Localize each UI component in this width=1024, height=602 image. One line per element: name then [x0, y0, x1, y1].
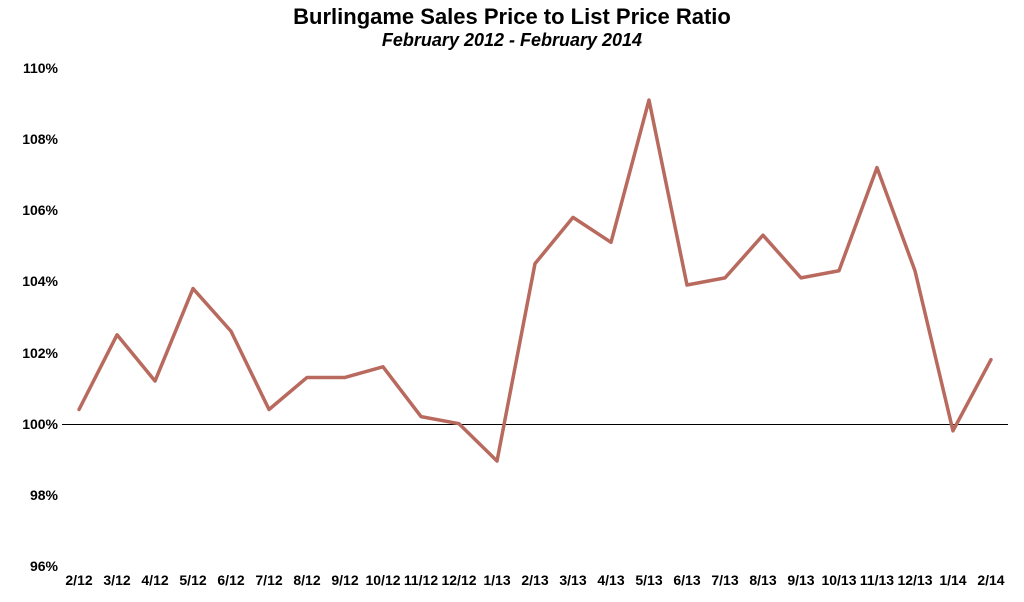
x-tick-label: 9/13 [787, 566, 814, 588]
price-ratio-line [79, 100, 991, 461]
x-tick-label: 3/12 [103, 566, 130, 588]
x-tick-label: 11/12 [404, 566, 438, 588]
y-tick-label: 104% [22, 273, 62, 289]
x-tick-label: 6/13 [673, 566, 700, 588]
x-tick-label: 3/13 [559, 566, 586, 588]
y-tick-label: 102% [22, 345, 62, 361]
y-tick-label: 106% [22, 202, 62, 218]
chart-subtitle: February 2012 - February 2014 [0, 30, 1024, 51]
x-tick-label: 5/13 [635, 566, 662, 588]
y-tick-label: 96% [30, 558, 62, 574]
x-tick-label: 7/12 [255, 566, 282, 588]
x-tick-label: 12/13 [897, 566, 932, 588]
x-tick-label: 4/13 [597, 566, 624, 588]
x-tick-label: 9/12 [331, 566, 358, 588]
x-tick-label: 4/12 [141, 566, 168, 588]
chart-title: Burlingame Sales Price to List Price Rat… [0, 0, 1024, 30]
line-series [62, 68, 1008, 566]
x-tick-label: 2/14 [977, 566, 1004, 588]
x-tick-label: 8/13 [749, 566, 776, 588]
x-tick-label: 2/12 [65, 566, 92, 588]
plot-area: 96%98%100%102%104%106%108%110%2/123/124/… [62, 68, 1008, 566]
x-tick-label: 7/13 [711, 566, 738, 588]
y-tick-label: 98% [30, 487, 62, 503]
x-tick-label: 5/12 [179, 566, 206, 588]
y-tick-label: 100% [22, 416, 62, 432]
x-tick-label: 10/12 [365, 566, 400, 588]
x-tick-label: 10/13 [821, 566, 856, 588]
x-tick-label: 11/13 [860, 566, 894, 588]
x-tick-label: 12/12 [441, 566, 476, 588]
x-tick-label: 1/14 [939, 566, 966, 588]
x-tick-label: 1/13 [483, 566, 510, 588]
y-tick-label: 110% [23, 60, 62, 76]
x-tick-label: 8/12 [293, 566, 320, 588]
x-tick-label: 6/12 [217, 566, 244, 588]
chart-container: Burlingame Sales Price to List Price Rat… [0, 0, 1024, 602]
y-tick-label: 108% [22, 131, 62, 147]
x-tick-label: 2/13 [521, 566, 548, 588]
